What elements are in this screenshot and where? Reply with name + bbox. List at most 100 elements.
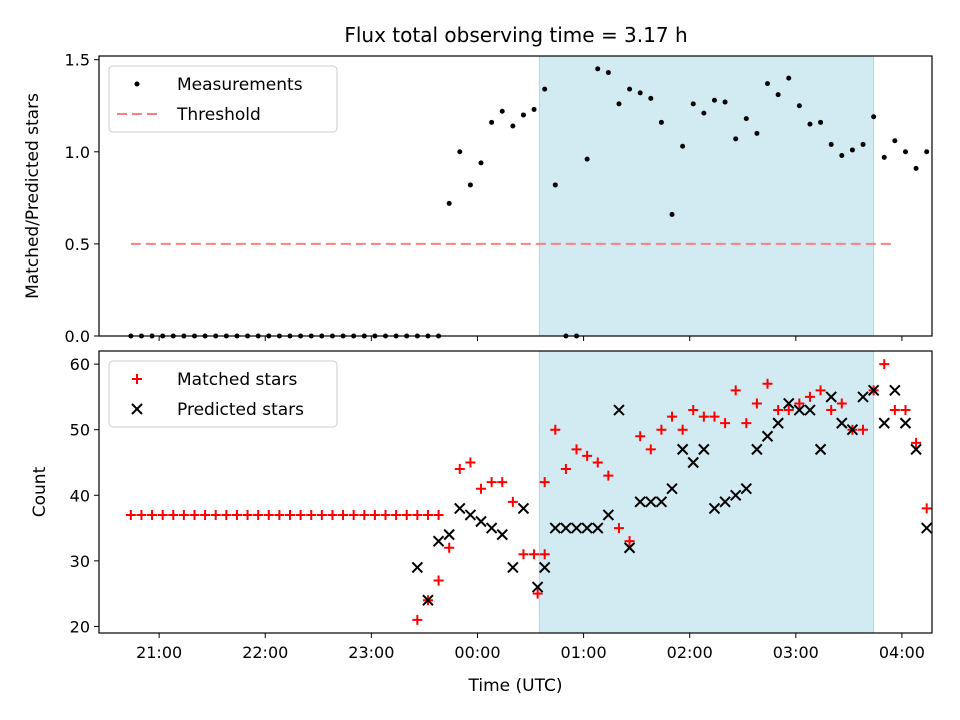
y-tick-label: 0.0	[65, 327, 90, 346]
axes-frame	[98, 350, 933, 634]
predicted-star-point	[751, 443, 763, 456]
matched-star-point	[401, 509, 412, 520]
matched-star-point	[550, 424, 561, 435]
matched-star-point	[688, 405, 699, 416]
matched-star-point	[709, 411, 720, 422]
y-tick-label: 50	[70, 421, 90, 440]
y-tick-label: 40	[70, 486, 90, 505]
predicted-star-point	[814, 443, 827, 456]
matched-star-point	[348, 509, 359, 520]
axes-frame	[98, 55, 933, 337]
measurement-point	[637, 90, 643, 96]
measurement-point	[627, 86, 633, 92]
measurement-point	[648, 95, 654, 101]
matched-star-point	[762, 378, 773, 389]
matched-star-point	[943, 543, 953, 553]
matched-star-point	[532, 588, 543, 599]
matched-star-point	[773, 405, 784, 416]
legend-label: Measurements	[177, 75, 303, 95]
matched-star-point	[295, 509, 306, 520]
matched-star-point	[433, 575, 444, 586]
measurement-point	[902, 149, 908, 155]
predicted-star-point	[454, 502, 466, 515]
measurement-point	[860, 141, 866, 147]
plot-data	[128, 66, 960, 339]
matched-star-point	[730, 385, 741, 396]
x-tick-label: 00:00	[454, 643, 500, 662]
measurement-point	[807, 121, 813, 127]
predicted-star-point	[464, 509, 477, 521]
predicted-star-point	[432, 535, 445, 547]
matched-star-point	[954, 543, 960, 553]
measurement-point	[478, 160, 484, 166]
measurement-point	[489, 119, 495, 125]
y-tick-label: 60	[70, 355, 90, 374]
matched-star-point	[486, 477, 497, 488]
measurement-point	[818, 119, 824, 125]
x-axis-label: Time (UTC)	[468, 676, 563, 696]
measurement-point	[733, 136, 739, 142]
matched-star-point	[815, 385, 826, 396]
legend: Measurements Threshold	[108, 65, 338, 133]
matched-star-point	[454, 464, 465, 475]
predicted-star-point	[655, 496, 668, 508]
legend-plus-icon	[132, 374, 142, 384]
bottom-panel-counts: 20 30 40 50 60 21:00 22:00 23:00 00:00 01:00 02:00…	[30, 350, 960, 696]
predicted-star-point	[729, 489, 742, 501]
predicted-star-point	[411, 561, 424, 574]
predicted-star-point	[931, 536, 932, 546]
y-tick-label: 30	[70, 552, 90, 571]
matched-star-point	[242, 509, 253, 520]
x-tick-label: 03:00	[773, 643, 819, 662]
measurement-point	[775, 92, 781, 98]
legend-box	[108, 65, 338, 133]
measurement-point	[754, 130, 760, 136]
predicted-star-point	[708, 502, 721, 515]
matched-star-point	[656, 424, 667, 435]
predicted-star-point	[531, 581, 544, 593]
matched-star-point	[125, 509, 136, 520]
matched-star-point	[804, 391, 815, 402]
predicted-star-point	[613, 404, 625, 416]
predicted-star-point	[443, 528, 455, 541]
predicted-star-point	[676, 443, 689, 456]
predicted-star-point	[740, 483, 753, 495]
matched-star-point	[624, 536, 635, 547]
matched-star-point	[645, 444, 656, 455]
matched-star-point	[879, 359, 890, 370]
predicted-star-point	[581, 522, 593, 534]
matched-star-point	[178, 509, 189, 520]
legend-label: Matched stars	[177, 370, 297, 390]
measurement-point	[467, 182, 473, 188]
matched-star-point	[412, 614, 423, 625]
matched-star-point	[741, 418, 752, 429]
legend-dot-icon	[134, 81, 140, 87]
matched-star-point	[168, 509, 179, 520]
measurement-point	[520, 112, 526, 118]
measurement-point	[616, 101, 622, 107]
measurement-point	[552, 182, 558, 188]
predicted-star-point	[878, 417, 890, 429]
predicted-star-point	[517, 502, 530, 515]
measurement-point	[711, 97, 717, 103]
matched-star-point	[826, 405, 837, 416]
predicted-star-point	[857, 391, 869, 403]
measurement-point	[722, 99, 728, 105]
x-tick-label: 23:00	[348, 643, 394, 662]
measurement-point	[701, 110, 707, 116]
measurement-point	[839, 152, 845, 158]
measurement-point	[956, 142, 960, 147]
measurement-point	[913, 165, 919, 171]
chart-title: Flux total observing time = 3.17 h	[344, 23, 687, 47]
top-panel-ratio: 0.0 0.5 1.0 1.5 Matched/Predicted stars Measu…	[23, 51, 960, 346]
matched-star-point	[560, 464, 571, 475]
measurement-point	[499, 108, 505, 114]
measurement-point	[680, 143, 686, 149]
matched-star-point	[529, 549, 540, 560]
matched-star-point	[794, 398, 805, 409]
measurement-point	[542, 86, 548, 92]
predicted-star-point	[719, 496, 731, 508]
matched-star-point	[369, 509, 380, 520]
measurement-point	[658, 119, 664, 125]
predicted-star-point	[804, 404, 816, 416]
